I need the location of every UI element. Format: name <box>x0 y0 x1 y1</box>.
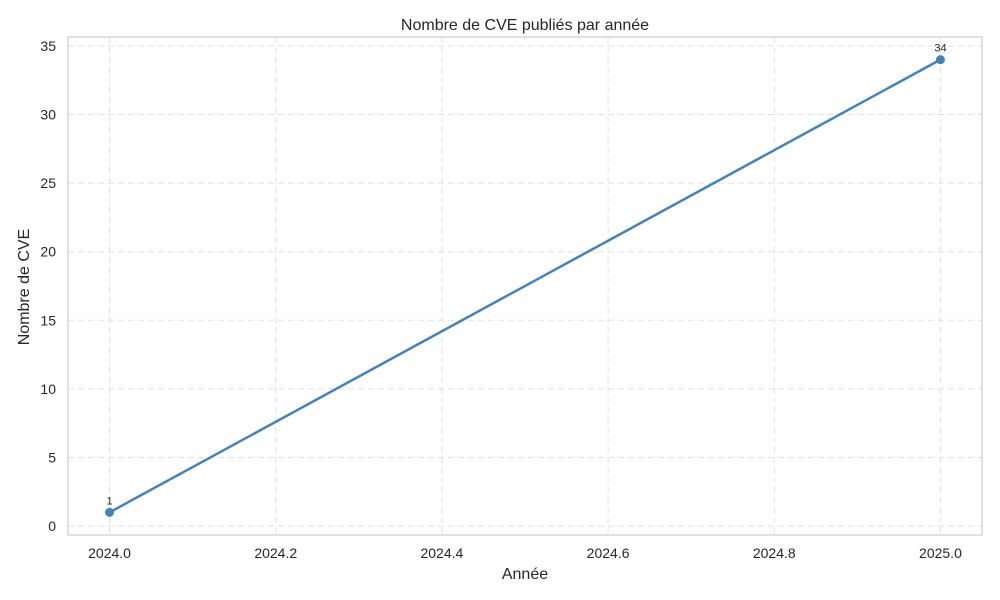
data-label: 1 <box>106 495 112 507</box>
y-axis-title: Nombre de CVE <box>16 229 33 346</box>
y-tick-label: 25 <box>40 175 56 191</box>
x-tick-label: 2024.8 <box>753 545 796 561</box>
series-layer: 1 34 <box>105 43 947 517</box>
y-tick-label: 5 <box>48 449 56 465</box>
x-axis-ticks: 2024.0 2024.2 2024.4 2024.6 2024.8 2025.0 <box>88 545 962 561</box>
y-tick-label: 15 <box>40 312 56 328</box>
chart-title: Nombre de CVE publiés par année <box>401 17 649 34</box>
data-point <box>105 507 115 517</box>
plot-frame <box>67 36 983 536</box>
x-tick-label: 2024.0 <box>88 545 131 561</box>
y-tick-label: 10 <box>40 381 56 397</box>
grid-layer <box>68 37 982 535</box>
y-tick-label: 35 <box>40 38 56 54</box>
y-axis-ticks: 0 5 10 15 20 25 30 35 <box>40 38 56 534</box>
y-tick-label: 20 <box>40 244 56 260</box>
series-line <box>108 58 942 514</box>
x-tick-label: 2024.2 <box>254 545 297 561</box>
x-tick-label: 2024.6 <box>587 545 630 561</box>
data-label: 34 <box>934 43 946 55</box>
y-tick-label: 0 <box>48 518 56 534</box>
y-tick-label: 30 <box>40 107 56 123</box>
x-axis-title: Année <box>502 566 548 583</box>
x-tick-label: 2025.0 <box>919 545 962 561</box>
data-point <box>935 55 945 65</box>
x-tick-label: 2024.4 <box>420 545 463 561</box>
